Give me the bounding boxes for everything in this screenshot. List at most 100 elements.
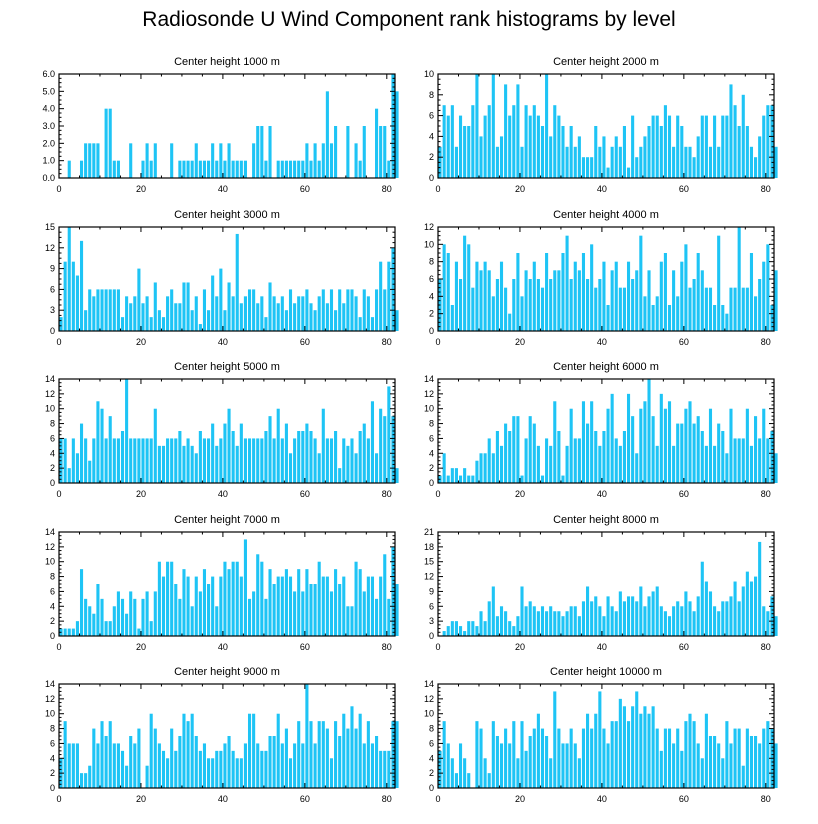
histogram-bar bbox=[467, 244, 471, 331]
histogram-bar bbox=[383, 416, 387, 483]
histogram-bar bbox=[741, 586, 745, 636]
panel-title: Center height 1000 m bbox=[174, 56, 280, 68]
histogram-bar bbox=[219, 143, 223, 178]
histogram-bar bbox=[483, 453, 487, 483]
y-tick-label: 4 bbox=[429, 291, 434, 301]
histogram-bar bbox=[329, 289, 334, 331]
histogram-bar bbox=[512, 105, 516, 178]
histogram-bar bbox=[631, 115, 635, 178]
histogram-bar bbox=[672, 743, 676, 788]
histogram-bar bbox=[651, 115, 655, 178]
histogram-bar bbox=[276, 408, 280, 483]
histogram-bar bbox=[524, 438, 528, 483]
histogram-bar bbox=[626, 167, 631, 178]
y-tick-label: 0 bbox=[50, 631, 55, 641]
histogram-bar bbox=[202, 569, 207, 636]
histogram-bar bbox=[618, 287, 622, 331]
histogram-bar bbox=[276, 160, 280, 178]
histogram-bar bbox=[758, 279, 762, 331]
histogram-bar bbox=[141, 160, 145, 178]
histogram-bar bbox=[524, 606, 528, 636]
histogram-bar bbox=[153, 728, 157, 788]
histogram-bar bbox=[338, 468, 342, 483]
histogram-bar bbox=[350, 606, 354, 636]
x-tick-label: 20 bbox=[515, 642, 525, 652]
histogram-bar bbox=[504, 423, 508, 483]
panel-title: Center height 6000 m bbox=[553, 361, 659, 373]
y-tick-label: 2 bbox=[429, 463, 434, 473]
histogram-bar bbox=[680, 606, 684, 636]
y-tick-label: 8 bbox=[429, 257, 434, 267]
histogram-bar bbox=[446, 475, 450, 483]
histogram-bar bbox=[313, 310, 317, 331]
histogram-bar bbox=[178, 736, 182, 788]
histogram-bar bbox=[614, 136, 618, 178]
histogram-bar bbox=[354, 453, 358, 483]
histogram-bar bbox=[235, 561, 239, 636]
histogram-bar bbox=[387, 261, 391, 331]
x-tick-label: 0 bbox=[435, 337, 440, 347]
x-tick-label: 20 bbox=[515, 489, 525, 499]
histogram-bar bbox=[598, 146, 602, 178]
histogram-bar bbox=[692, 157, 696, 178]
histogram-bar bbox=[688, 146, 692, 178]
histogram-bar bbox=[467, 621, 471, 636]
histogram-bar bbox=[766, 105, 770, 178]
histogram-bar bbox=[479, 611, 483, 636]
histogram-bar bbox=[313, 143, 317, 178]
histogram-bar bbox=[268, 736, 272, 788]
histogram-bar bbox=[137, 728, 141, 788]
histogram-bar bbox=[215, 296, 219, 331]
histogram-bar bbox=[125, 379, 129, 483]
y-tick-label: 8 bbox=[50, 419, 55, 429]
histogram-bar bbox=[774, 616, 778, 636]
x-tick-label: 40 bbox=[597, 794, 607, 804]
histogram-bar bbox=[186, 576, 190, 636]
histogram-bar bbox=[71, 628, 75, 636]
histogram-bar bbox=[338, 736, 342, 788]
histogram-bar bbox=[643, 296, 647, 331]
histogram-bar bbox=[317, 160, 321, 178]
histogram-bar bbox=[512, 626, 516, 636]
histogram-bar bbox=[663, 253, 667, 331]
histogram-bar bbox=[528, 601, 532, 636]
histogram-bar bbox=[569, 408, 573, 483]
histogram-bar bbox=[100, 721, 104, 788]
histogram-bar bbox=[606, 167, 610, 178]
histogram-bar bbox=[256, 743, 260, 788]
y-tick-label: 6 bbox=[50, 284, 55, 294]
histogram-bar bbox=[598, 691, 602, 788]
histogram-bar bbox=[545, 438, 549, 483]
histogram-bar bbox=[721, 758, 725, 788]
histogram-bar bbox=[655, 586, 659, 636]
histogram-bar bbox=[688, 287, 692, 331]
histogram-bar bbox=[532, 105, 536, 178]
histogram-bar bbox=[639, 586, 643, 636]
x-tick-label: 80 bbox=[761, 184, 771, 194]
histogram-bar bbox=[395, 91, 399, 178]
histogram-bar bbox=[129, 591, 133, 636]
histogram-bar bbox=[762, 115, 766, 178]
histogram-bar bbox=[766, 721, 770, 788]
histogram-bar bbox=[491, 74, 495, 178]
y-tick-label: 4 bbox=[429, 448, 434, 458]
histogram-bar bbox=[684, 721, 688, 788]
histogram-bar bbox=[602, 136, 606, 178]
histogram-bar bbox=[141, 598, 145, 636]
histogram-bar bbox=[639, 408, 643, 483]
histogram-bar bbox=[108, 621, 112, 636]
x-tick-label: 40 bbox=[597, 337, 607, 347]
figure-title: Radiosonde U Wind Component rank histogr… bbox=[142, 8, 676, 31]
histogram-bar bbox=[231, 431, 235, 483]
histogram-bar bbox=[479, 136, 483, 178]
histogram-bar bbox=[598, 606, 602, 636]
histogram-bar bbox=[557, 115, 561, 178]
histogram-bar bbox=[651, 416, 655, 483]
histogram-bar bbox=[100, 289, 104, 331]
histogram-bar bbox=[536, 713, 540, 788]
histogram-bar bbox=[67, 743, 71, 788]
x-tick-label: 0 bbox=[435, 489, 440, 499]
histogram-bar bbox=[198, 324, 202, 331]
histogram-bar bbox=[540, 606, 545, 636]
